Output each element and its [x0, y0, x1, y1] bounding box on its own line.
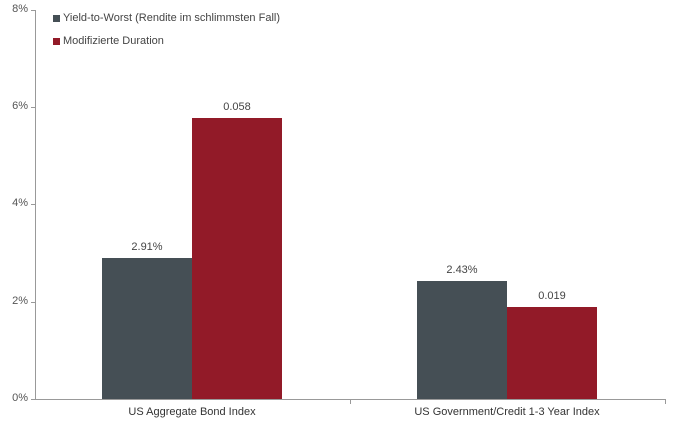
y-tick-mark — [31, 302, 35, 303]
bar-label: 2.43% — [446, 264, 478, 276]
legend-swatch — [53, 37, 60, 45]
bar-label: 0.058 — [223, 101, 251, 113]
bar-g2-ytw — [417, 281, 507, 399]
legend-item-duration: Modifizierte Duration — [53, 35, 164, 47]
y-tick-mark — [31, 204, 35, 205]
bar-label: 0.019 — [538, 290, 566, 302]
bar-label: 2.91% — [131, 241, 163, 253]
bar-g1-duration — [192, 118, 282, 399]
y-tick-mark — [31, 10, 35, 11]
x-tick-mark — [350, 399, 351, 404]
category-label: US Aggregate Bond Index — [128, 406, 256, 418]
category-label: US Government/Credit 1-3 Year Index — [414, 406, 600, 418]
y-tick-2: 2% — [12, 295, 28, 307]
bar-g1-ytw — [102, 258, 192, 399]
y-tick-mark — [31, 399, 35, 400]
legend-label: Yield-to-Worst (Rendite im schlimmsten F… — [63, 12, 280, 24]
x-tick-mark — [665, 399, 666, 404]
legend-swatch — [53, 14, 60, 22]
bar-g2-duration — [507, 307, 597, 399]
legend-label: Modifizierte Duration — [63, 35, 164, 47]
y-axis — [35, 10, 36, 400]
y-tick-0: 0% — [12, 392, 28, 404]
y-tick-mark — [31, 107, 35, 108]
y-tick-6: 6% — [12, 100, 28, 112]
y-tick-8: 8% — [12, 3, 28, 15]
legend-item-ytw: Yield-to-Worst (Rendite im schlimmsten F… — [53, 12, 280, 24]
y-tick-4: 4% — [12, 197, 28, 209]
